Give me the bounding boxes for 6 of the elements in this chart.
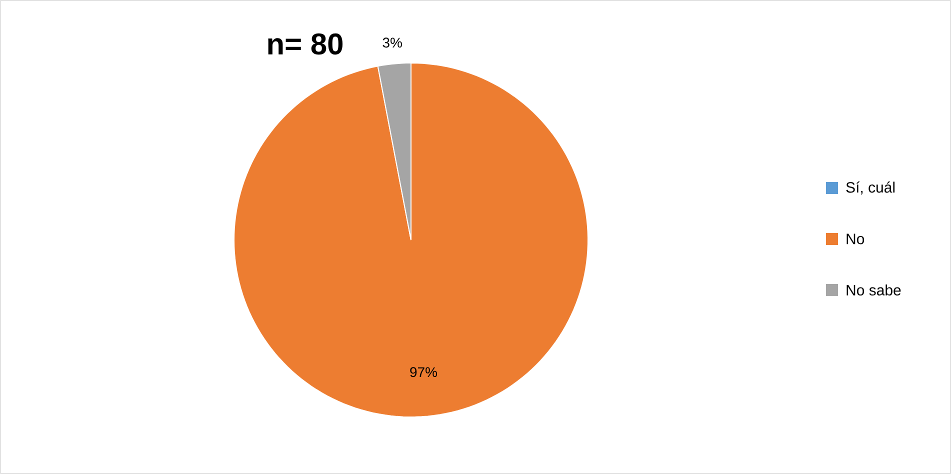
legend-label: Sí, cuál bbox=[846, 182, 895, 194]
legend-label: No sabe bbox=[846, 284, 901, 296]
data-label: 3% bbox=[382, 38, 402, 48]
chart-title: n= 80 bbox=[268, 33, 343, 55]
data-label: 97% bbox=[410, 367, 438, 378]
legend-label: No bbox=[846, 234, 864, 244]
